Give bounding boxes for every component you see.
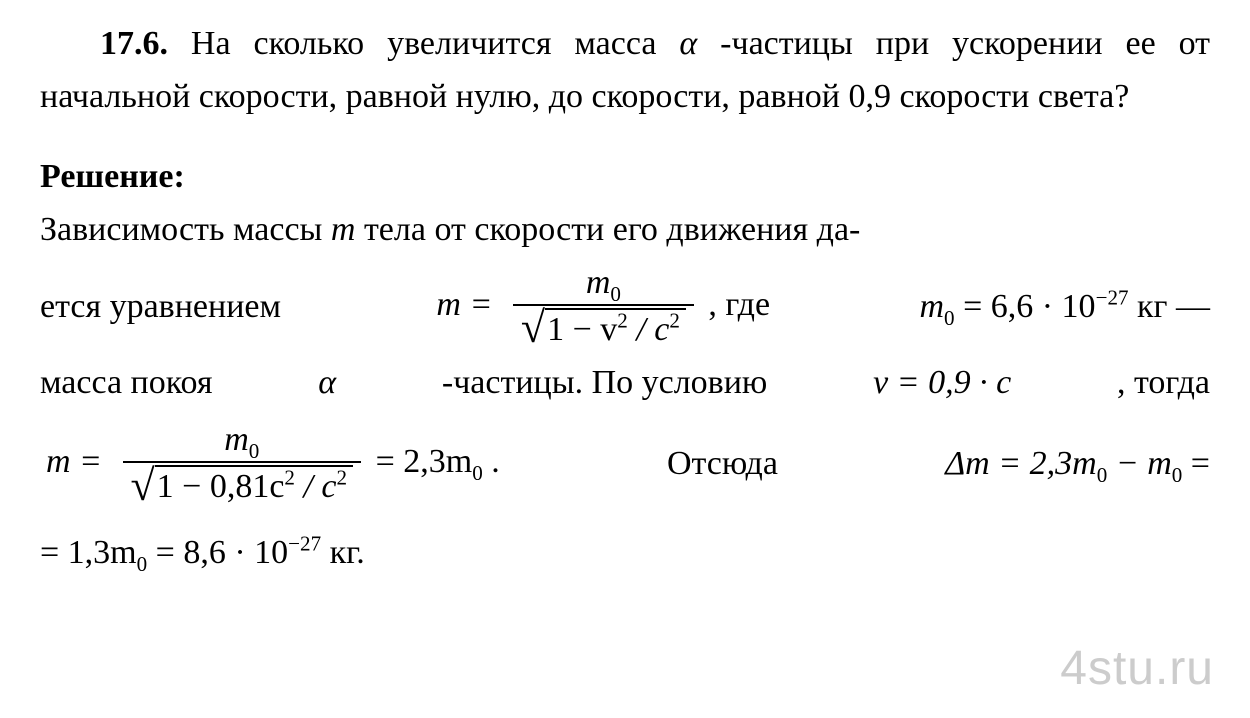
watermark: 4stu.ru xyxy=(1060,641,1214,696)
eq2-res-txt: = 2,3m xyxy=(376,443,473,480)
eq2-den-1: 1 − 0,81c xyxy=(157,468,285,505)
eq1-fraction: m0 √ 1 − v2 / c2 xyxy=(513,263,694,352)
sol3-mid: -частицы. По условию xyxy=(442,357,767,410)
m0-definition: m0 = 6,6 · 10−27 кг — xyxy=(919,281,1210,334)
equation-2: m = m0 √ 1 − 0,81c2 / c2 xyxy=(40,420,500,509)
solution-line-4: m = m0 √ 1 − 0,81c2 / c2 xyxy=(40,420,1210,509)
dm-eq: = xyxy=(1182,445,1210,482)
delta-m: Δm = 2,3m0 − m0 = xyxy=(945,438,1210,491)
final-answer: = 1,3m0 = 8,6 · 10−27 кг. xyxy=(40,527,365,580)
eq2-result: = 2,3m0 . xyxy=(376,443,500,480)
eq1-num-sub: 0 xyxy=(610,282,621,306)
eq2-sqrt: √ 1 − 0,81c2 / c2 xyxy=(131,465,354,506)
m0-val: = 6,6 · 10 xyxy=(955,288,1096,325)
eq1-lhs: m = xyxy=(436,286,492,323)
eq1-den-sup1: 2 xyxy=(617,309,628,333)
m0-unit: кг — xyxy=(1129,288,1210,325)
equation-1: m = m0 √ 1 − v2 / c2 , где xyxy=(430,263,770,352)
eq2-num-m: m xyxy=(224,421,249,458)
ans-val: = 8,6 · 10 xyxy=(147,534,288,571)
dm-sub2: 0 xyxy=(1172,463,1183,487)
eq2-den-sup2: 2 xyxy=(337,466,348,490)
alpha-symbol-2: α xyxy=(318,357,336,410)
m0-exp: −27 xyxy=(1096,285,1129,309)
m0-sym: m xyxy=(919,288,944,325)
v-condition: v = 0,9 · c xyxy=(873,357,1011,410)
dm-2: − m xyxy=(1107,445,1172,482)
sol1-mid: тела от скорости его движения да- xyxy=(364,211,860,248)
eq1-after: , где xyxy=(708,286,770,323)
eq2-lhs: m = xyxy=(46,443,102,480)
eq2-fraction: m0 √ 1 − 0,81c2 / c2 xyxy=(123,420,362,509)
ans-sub: 0 xyxy=(137,552,148,576)
sol2-pre: ется уравнением xyxy=(40,281,281,334)
problem-text-1: На сколько увеличится масса xyxy=(191,25,679,62)
sol1-pre: Зависимость массы xyxy=(40,211,331,248)
problem-number: 17.6. xyxy=(100,25,168,62)
eq1-den-1: 1 − v xyxy=(547,311,617,348)
eq2-res-sub: 0 xyxy=(472,461,483,485)
eq1-num-m: m xyxy=(586,264,611,301)
solution-body: Зависимость массы m тела от скорости его… xyxy=(40,204,1210,579)
ans-exp: −27 xyxy=(288,531,321,555)
sol3-pre: масса покоя xyxy=(40,357,213,410)
solution-line-1: Зависимость массы m тела от скорости его… xyxy=(40,204,1210,257)
solution-label: Решение: xyxy=(40,151,1210,204)
dm-1: Δm = 2,3m xyxy=(945,445,1097,482)
sol3-end: , тогда xyxy=(1117,357,1210,410)
eq2-num-sub: 0 xyxy=(249,439,260,463)
eq2-dot: . xyxy=(483,443,500,480)
dm-sub1: 0 xyxy=(1097,463,1108,487)
problem-statement: 17.6. На сколько увеличится масса α -час… xyxy=(40,18,1210,123)
eq2-den-c: / c xyxy=(295,468,337,505)
eq1-den-sup2: 2 xyxy=(669,309,680,333)
alpha-symbol: α xyxy=(679,25,697,62)
eq2-den-sup1: 2 xyxy=(284,466,295,490)
ans-unit: кг. xyxy=(321,534,365,571)
ans-1: = 1,3m xyxy=(40,534,137,571)
radical-icon: √ xyxy=(521,308,545,349)
m0-sub: 0 xyxy=(944,306,955,330)
solution-line-2: ется уравнением m = m0 √ 1 − v2 / c2 xyxy=(40,263,1210,352)
eq1-sqrt: √ 1 − v2 / c2 xyxy=(521,308,686,349)
solution-line-5: = 1,3m0 = 8,6 · 10−27 кг. xyxy=(40,527,1210,580)
solution-line-3: масса покоя α -частицы. По условию v = 0… xyxy=(40,357,1210,410)
hence: Отсюда xyxy=(667,438,778,491)
eq1-den-c: / c xyxy=(628,311,670,348)
radical-icon-2: √ xyxy=(131,465,155,506)
mass-symbol: m xyxy=(331,211,356,248)
